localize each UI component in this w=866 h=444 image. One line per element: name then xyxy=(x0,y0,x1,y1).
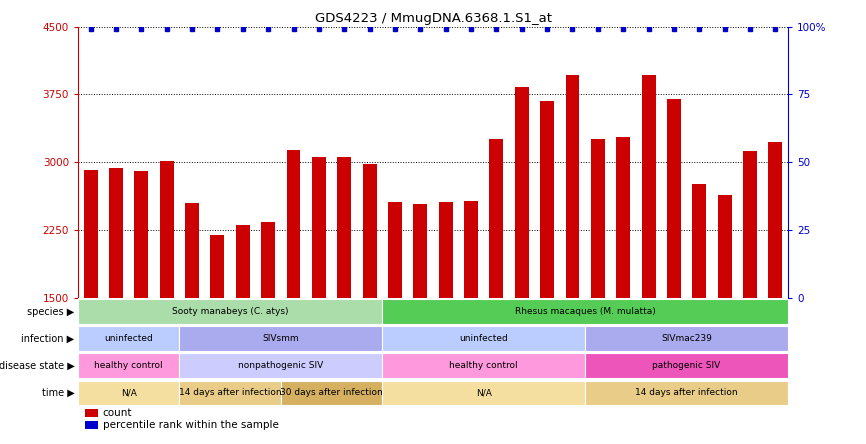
Text: SIVsmm: SIVsmm xyxy=(262,334,299,343)
Bar xyxy=(585,326,788,351)
Bar xyxy=(179,326,382,351)
Bar xyxy=(78,381,179,405)
Text: disease state ▶: disease state ▶ xyxy=(0,361,74,371)
Bar xyxy=(78,299,382,324)
Text: N/A: N/A xyxy=(120,388,137,397)
Bar xyxy=(236,225,249,298)
Bar xyxy=(179,381,281,405)
Bar xyxy=(185,203,199,298)
Bar xyxy=(439,202,453,298)
Bar xyxy=(514,87,529,298)
Bar xyxy=(78,353,179,378)
Bar xyxy=(540,101,554,298)
Text: 30 days after infection: 30 days after infection xyxy=(281,388,383,397)
Text: uninfected: uninfected xyxy=(459,334,508,343)
Bar xyxy=(312,157,326,298)
Text: 14 days after infection: 14 days after infection xyxy=(636,388,738,397)
Bar xyxy=(287,150,301,298)
Text: healthy control: healthy control xyxy=(94,361,163,370)
Text: 14 days after infection: 14 days after infection xyxy=(178,388,281,397)
Text: Rhesus macaques (M. mulatta): Rhesus macaques (M. mulatta) xyxy=(514,307,656,316)
Text: time ▶: time ▶ xyxy=(42,388,74,398)
Bar xyxy=(692,184,707,298)
Bar xyxy=(382,381,585,405)
Text: count: count xyxy=(103,408,132,418)
Bar xyxy=(382,326,585,351)
Bar xyxy=(337,157,352,298)
Bar xyxy=(642,75,656,298)
Bar xyxy=(382,299,788,324)
Text: percentile rank within the sample: percentile rank within the sample xyxy=(103,420,279,430)
Text: uninfected: uninfected xyxy=(104,334,153,343)
Text: SIVmac239: SIVmac239 xyxy=(661,334,712,343)
Text: species ▶: species ▶ xyxy=(27,306,74,317)
Text: N/A: N/A xyxy=(475,388,492,397)
Bar xyxy=(159,161,174,298)
Bar xyxy=(262,222,275,298)
Title: GDS4223 / MmugDNA.6368.1.S1_at: GDS4223 / MmugDNA.6368.1.S1_at xyxy=(314,12,552,25)
Bar xyxy=(109,168,123,298)
Text: Sooty manabeys (C. atys): Sooty manabeys (C. atys) xyxy=(171,307,288,316)
Bar xyxy=(85,409,98,417)
Bar xyxy=(585,353,788,378)
Text: nonpathogenic SIV: nonpathogenic SIV xyxy=(238,361,324,370)
Bar xyxy=(363,164,377,298)
Bar xyxy=(718,195,732,298)
Bar xyxy=(382,353,585,378)
Bar xyxy=(591,139,604,298)
Bar xyxy=(617,137,630,298)
Bar xyxy=(179,353,382,378)
Bar xyxy=(768,143,782,298)
Bar xyxy=(78,326,179,351)
Text: healthy control: healthy control xyxy=(449,361,518,370)
Bar xyxy=(667,99,681,298)
Bar xyxy=(413,204,427,298)
Bar xyxy=(281,381,382,405)
Bar xyxy=(489,139,503,298)
Bar xyxy=(388,202,402,298)
Bar xyxy=(585,381,788,405)
Bar xyxy=(85,421,98,429)
Bar xyxy=(743,151,757,298)
Text: pathogenic SIV: pathogenic SIV xyxy=(652,361,721,370)
Bar xyxy=(565,75,579,298)
Text: infection ▶: infection ▶ xyxy=(22,334,74,344)
Bar xyxy=(84,170,98,298)
Bar xyxy=(134,171,148,298)
Bar xyxy=(210,235,224,298)
Bar xyxy=(464,201,478,298)
